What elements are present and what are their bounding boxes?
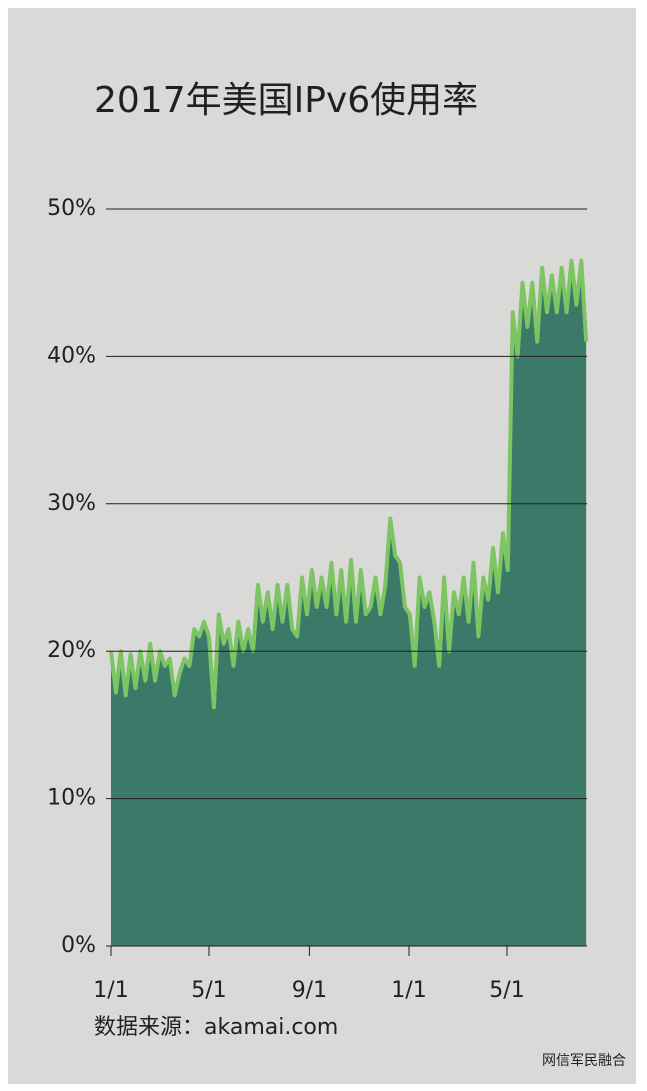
y-tick-label: 50%	[47, 196, 96, 221]
x-tick-label: 1/1	[391, 978, 426, 1003]
x-tick-label: 5/1	[191, 978, 226, 1003]
y-tick-label: 30%	[47, 491, 96, 516]
x-tick-label: 1/1	[93, 978, 128, 1003]
x-tick-label: 9/1	[292, 978, 327, 1003]
chart-title: 2017年美国IPv6使用率	[94, 80, 478, 121]
source: 数据来源：akamai.com	[94, 1015, 338, 1040]
watermark: 网信军民融合	[542, 1053, 626, 1069]
y-tick-label: 40%	[47, 343, 96, 368]
y-tick-label: 20%	[47, 638, 96, 663]
area-line	[109, 258, 589, 710]
y-tick-label: 0%	[61, 933, 96, 958]
y-tick-label: 10%	[47, 786, 96, 811]
x-tick-label: 5/1	[489, 978, 524, 1003]
